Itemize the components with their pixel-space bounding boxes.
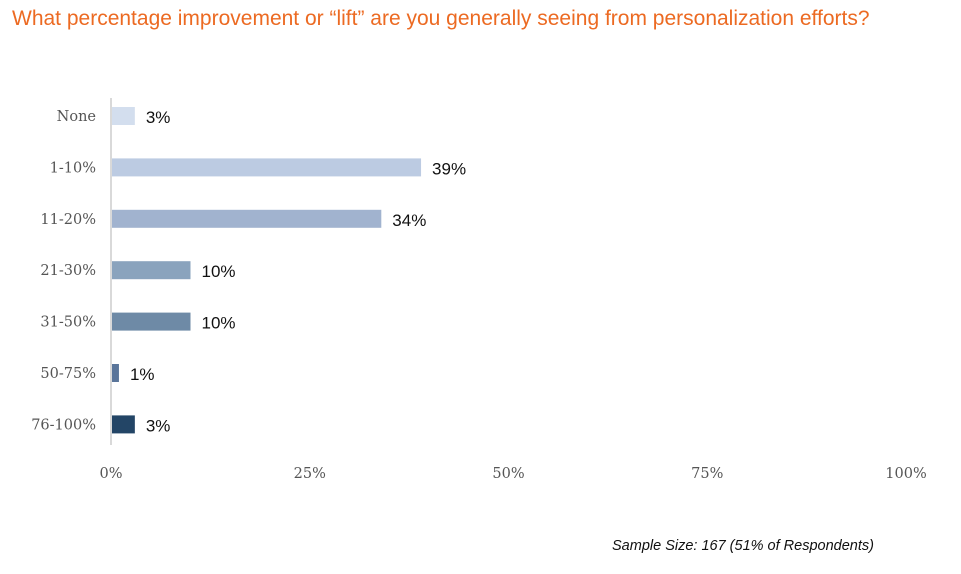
bar xyxy=(112,312,191,331)
category-labels: None 1-10% 11-20% 21-30% 31-50% 50-75% 76-100% xyxy=(31,109,96,433)
bar xyxy=(112,158,422,177)
x-tick-label: 75% xyxy=(691,466,723,482)
value-label: 34% xyxy=(392,211,426,230)
x-tick-label: 50% xyxy=(492,466,524,482)
value-label: 3% xyxy=(146,108,171,127)
value-labels: 3% 39% 34% 10% 10% 1% 3% xyxy=(130,108,466,435)
x-tick-label: 100% xyxy=(885,466,926,482)
value-label: 3% xyxy=(146,416,171,435)
x-axis-tick-labels: 0% 25% 50% 75% 100% xyxy=(99,466,926,482)
chart-title: What percentage improvement or “lift” ar… xyxy=(12,7,870,30)
bars xyxy=(112,107,422,434)
category-label: 50-75% xyxy=(40,366,96,382)
sample-size-note: Sample Size: 167 (51% of Respondents) xyxy=(612,538,874,554)
bar xyxy=(112,209,382,228)
x-tick-label: 0% xyxy=(99,466,122,482)
category-label: None xyxy=(57,109,96,125)
x-tick-label: 25% xyxy=(294,466,326,482)
bar xyxy=(112,364,119,382)
value-label: 10% xyxy=(202,314,236,333)
category-label: 11-20% xyxy=(40,212,96,228)
bar xyxy=(112,107,135,125)
category-label: 31-50% xyxy=(40,315,96,331)
bar xyxy=(112,261,191,280)
value-label: 39% xyxy=(432,159,466,178)
category-label: 76-100% xyxy=(31,417,96,433)
value-label: 10% xyxy=(202,262,236,281)
category-label: 21-30% xyxy=(40,263,96,279)
value-label: 1% xyxy=(130,365,155,384)
bar xyxy=(112,415,135,434)
category-label: 1-10% xyxy=(50,160,96,176)
